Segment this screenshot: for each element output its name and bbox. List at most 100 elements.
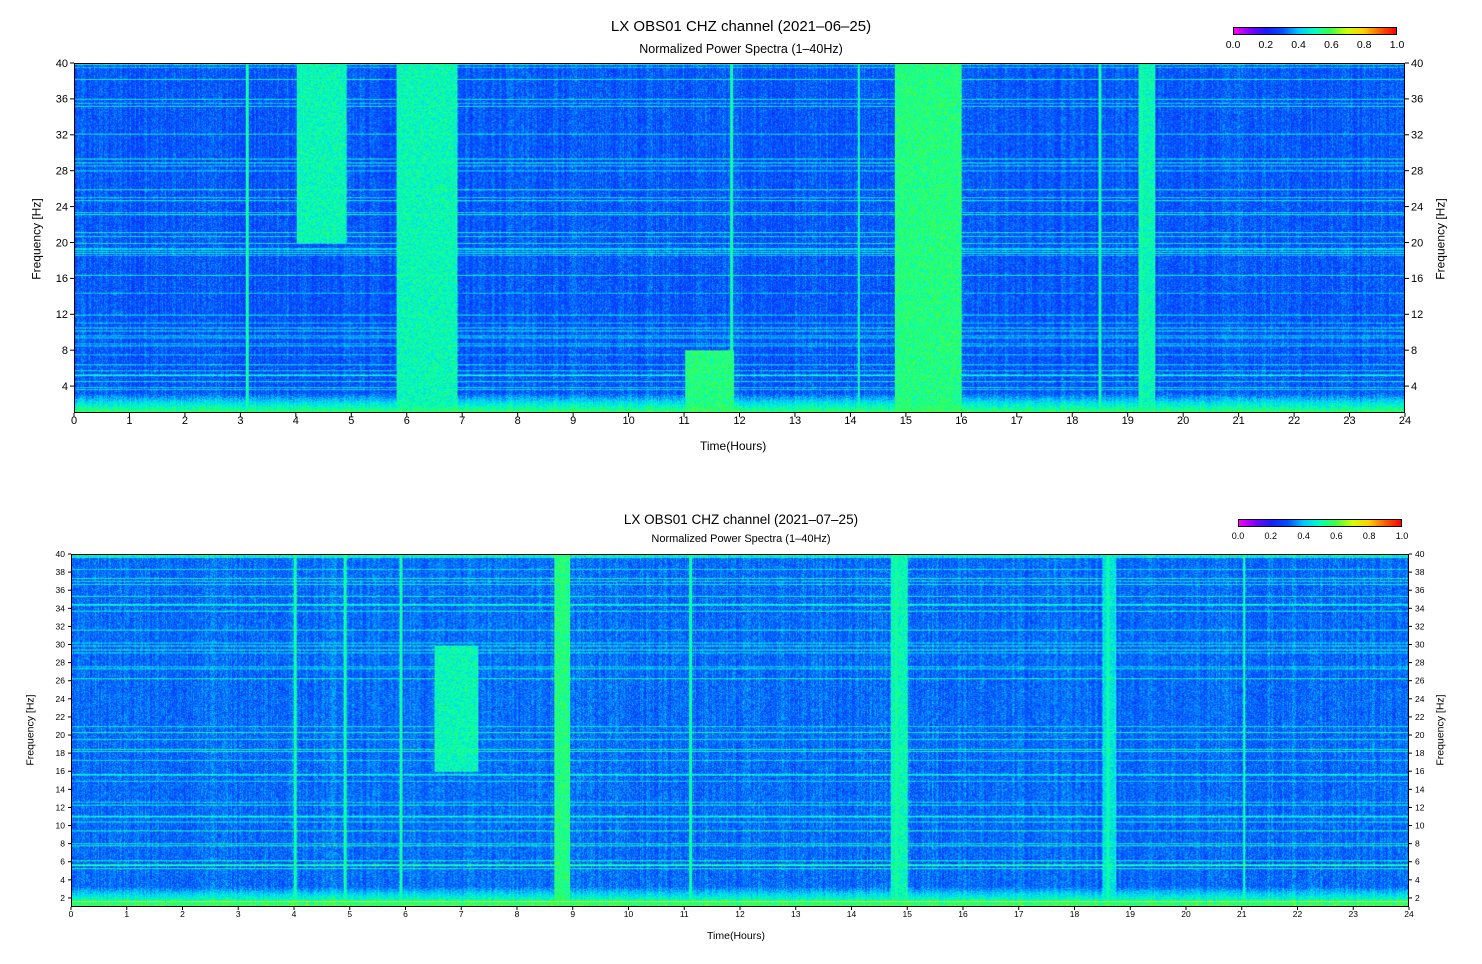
- chart-title: LX OBS01 CHZ channel (2021–07–25): [623, 512, 859, 527]
- y-tick-label-right: 36: [1415, 585, 1425, 595]
- y-tick-label-left: 40: [56, 58, 68, 70]
- x-tick-label: 1: [126, 415, 132, 427]
- y-tick-label-left: 8: [62, 345, 68, 357]
- x-tick-label: 8: [515, 909, 520, 919]
- spectrogram-panel-june: LX OBS01 CHZ channel (2021–06–25) Normal…: [0, 0, 1482, 470]
- x-tick-label: 2: [182, 415, 188, 427]
- y-tick-label-right: 20: [1415, 730, 1425, 740]
- colorbar: 0.0 0.2 0.4 0.6 0.8 1.0: [1232, 519, 1408, 547]
- y-tick-label-right: 12: [1411, 309, 1423, 321]
- colorbar-tick: 0.4: [1297, 531, 1310, 541]
- y-tick-label-left: 40: [56, 549, 66, 559]
- y-tick-label-right: 36: [1411, 94, 1423, 106]
- y-tick-label-left: 20: [56, 237, 68, 249]
- axes: 0 1 2 3 4 5 6 7 8 9 10 11 12 13 14 15 16 17 18 19 20 21 22 23 24…: [56, 549, 1425, 919]
- x-tick-label: 13: [789, 415, 801, 427]
- x-tick-label: 20: [1181, 909, 1191, 919]
- y-tick-label-left: 10: [56, 821, 66, 831]
- y-tick-label-left: 4: [60, 875, 65, 885]
- y-tick-label-right: 16: [1411, 273, 1423, 285]
- y-tick-label-right: 22: [1415, 712, 1425, 722]
- y-tick-label-left: 28: [56, 658, 66, 668]
- x-tick-label: 12: [733, 415, 745, 427]
- y-tick-label-left: 24: [56, 201, 68, 213]
- colorbar-gradient: [1233, 27, 1397, 35]
- colorbar-tick: 0.2: [1258, 39, 1274, 51]
- y-tick-label-left: 16: [56, 766, 66, 776]
- y-tick-label-right: 4: [1415, 875, 1420, 885]
- x-tick-label: 15: [900, 415, 912, 427]
- x-tick-label: 16: [955, 415, 967, 427]
- x-tick-label: 22: [1288, 415, 1300, 427]
- y-tick-label-right: 2: [1415, 893, 1420, 903]
- y-tick-label-right: 24: [1411, 201, 1423, 213]
- y-tick-label-left: 4: [62, 381, 68, 393]
- y-tick-label-right: 40: [1415, 549, 1425, 559]
- chart-subtitle: Normalized Power Spectra (1–40Hz): [639, 42, 843, 56]
- y-tick-label-left: 34: [56, 603, 66, 613]
- colorbar-tick: 0.0: [1225, 39, 1241, 51]
- x-tick-label: 13: [791, 909, 801, 919]
- y-tick-label-left: 26: [56, 676, 66, 686]
- spectrogram-image: [75, 64, 1404, 412]
- y-tick-label-left: 6: [60, 857, 65, 867]
- y-tick-label-right: 8: [1415, 839, 1420, 849]
- x-tick-label: 10: [624, 909, 634, 919]
- spectrogram-plot: [74, 63, 1405, 413]
- y-tick-label-right: 6: [1415, 857, 1420, 867]
- y-tick-label-right: 40: [1411, 58, 1423, 70]
- y-tick-label-right: 14: [1415, 784, 1425, 794]
- x-tick-label: 14: [844, 415, 856, 427]
- x-tick-label: 15: [903, 909, 913, 919]
- x-tick-label: 0: [71, 415, 77, 427]
- y-tick-label-left: 14: [56, 784, 66, 794]
- y-tick-label-left: 12: [56, 309, 68, 321]
- y-tick-label-left: 2: [60, 893, 65, 903]
- y-tick-label-right: 10: [1415, 821, 1425, 831]
- y-tick-label-right: 34: [1415, 603, 1425, 613]
- y-tick-label-left: 24: [56, 694, 66, 704]
- y-tick-label-left: 38: [56, 567, 66, 577]
- y-tick-label-left: 22: [56, 712, 66, 722]
- y-tick-label-left: 16: [56, 273, 68, 285]
- x-tick-label: 23: [1343, 415, 1355, 427]
- y-tick-label-right: 38: [1415, 567, 1425, 577]
- y-axis-label-left: Frequency [Hz]: [29, 198, 44, 280]
- y-tick-label-right: 8: [1411, 345, 1417, 357]
- y-tick-label-right: 4: [1411, 381, 1417, 393]
- y-tick-label-right: 26: [1415, 676, 1425, 686]
- x-tick-label: 8: [515, 415, 521, 427]
- x-tick-label: 9: [570, 909, 575, 919]
- y-tick-label-right: 24: [1415, 694, 1425, 704]
- y-tick-label-right: 32: [1415, 621, 1425, 631]
- colorbar-tick: 0.0: [1231, 531, 1245, 541]
- y-tick-label-right: 12: [1415, 802, 1425, 812]
- x-tick-label: 19: [1122, 415, 1134, 427]
- y-tick-label-left: 32: [56, 621, 66, 631]
- y-tick-label-right: 28: [1411, 166, 1423, 178]
- y-tick-label-left: 18: [56, 748, 66, 758]
- y-tick-label-right: 28: [1415, 658, 1425, 668]
- x-tick-label: 9: [570, 415, 576, 427]
- x-tick-label: 22: [1293, 909, 1303, 919]
- x-tick-label: 7: [459, 415, 465, 427]
- x-tick-label: 5: [347, 909, 352, 919]
- y-tick-label-left: 36: [56, 585, 66, 595]
- spectrogram-image: [72, 555, 1408, 906]
- x-tick-label: 10: [622, 415, 634, 427]
- y-tick-label-left: 32: [56, 130, 68, 142]
- x-tick-label: 24: [1404, 909, 1414, 919]
- y-axis-label-right: Frequency [Hz]: [1434, 694, 1447, 766]
- x-tick-label: 6: [403, 909, 408, 919]
- chart-subtitle: Normalized Power Spectra (1–40Hz): [651, 533, 831, 545]
- y-tick-label-right: 18: [1415, 748, 1425, 758]
- x-tick-label: 19: [1126, 909, 1136, 919]
- x-tick-label: 3: [237, 415, 243, 427]
- x-tick-label: 23: [1349, 909, 1359, 919]
- y-tick-label-right: 16: [1415, 766, 1425, 776]
- y-tick-label-left: 36: [56, 94, 68, 106]
- y-tick-label-left: 8: [60, 839, 65, 849]
- x-tick-label: 11: [678, 415, 689, 427]
- y-tick-label-left: 20: [56, 730, 66, 740]
- x-tick-label: 24: [1399, 415, 1411, 427]
